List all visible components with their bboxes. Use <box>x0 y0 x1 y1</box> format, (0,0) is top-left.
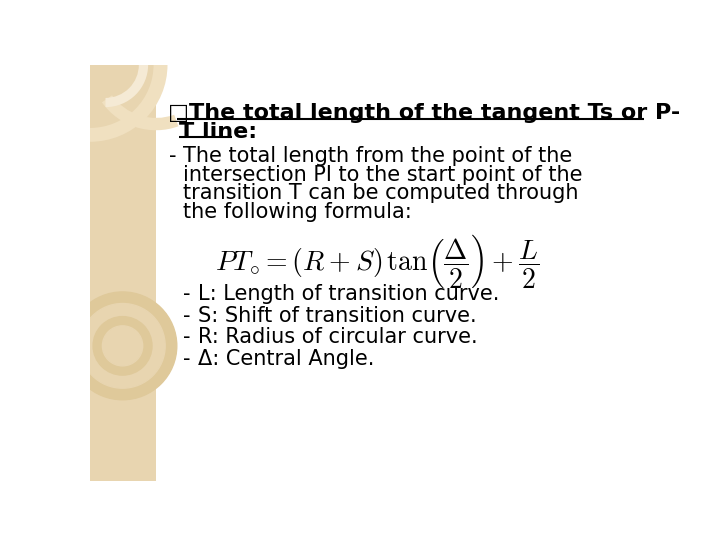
Text: transition T can be computed through: transition T can be computed through <box>183 184 578 204</box>
Bar <box>90 65 156 481</box>
Circle shape <box>93 316 152 375</box>
Text: -: - <box>183 306 191 326</box>
Circle shape <box>80 303 165 388</box>
Text: intersection PI to the start point of the: intersection PI to the start point of th… <box>183 165 582 185</box>
Text: R: Radius of circular curve.: R: Radius of circular curve. <box>199 327 478 347</box>
Wedge shape <box>90 65 168 142</box>
Text: T line:: T line: <box>179 122 257 142</box>
Text: -: - <box>183 349 191 369</box>
Text: □The total length of the tangent Ts or P-: □The total length of the tangent Ts or P… <box>168 103 680 123</box>
Text: S: Shift of transition curve.: S: Shift of transition curve. <box>199 306 477 326</box>
Text: the following formula:: the following formula: <box>183 202 412 222</box>
Text: -: - <box>183 284 191 304</box>
Wedge shape <box>102 95 179 130</box>
Text: $PT_{\circ} = (R + S)\,\tan\!\left(\dfrac{\Delta}{2}\right) + \dfrac{L}{2}$: $PT_{\circ} = (R + S)\,\tan\!\left(\dfra… <box>215 232 539 290</box>
Text: -: - <box>169 146 176 166</box>
Circle shape <box>102 326 143 366</box>
Circle shape <box>68 292 177 400</box>
Text: -: - <box>183 327 191 347</box>
Wedge shape <box>106 65 148 107</box>
Text: Δ: Central Angle.: Δ: Central Angle. <box>199 349 375 369</box>
Text: L: Length of transition curve.: L: Length of transition curve. <box>199 284 500 304</box>
Text: The total length from the point of the: The total length from the point of the <box>183 146 572 166</box>
